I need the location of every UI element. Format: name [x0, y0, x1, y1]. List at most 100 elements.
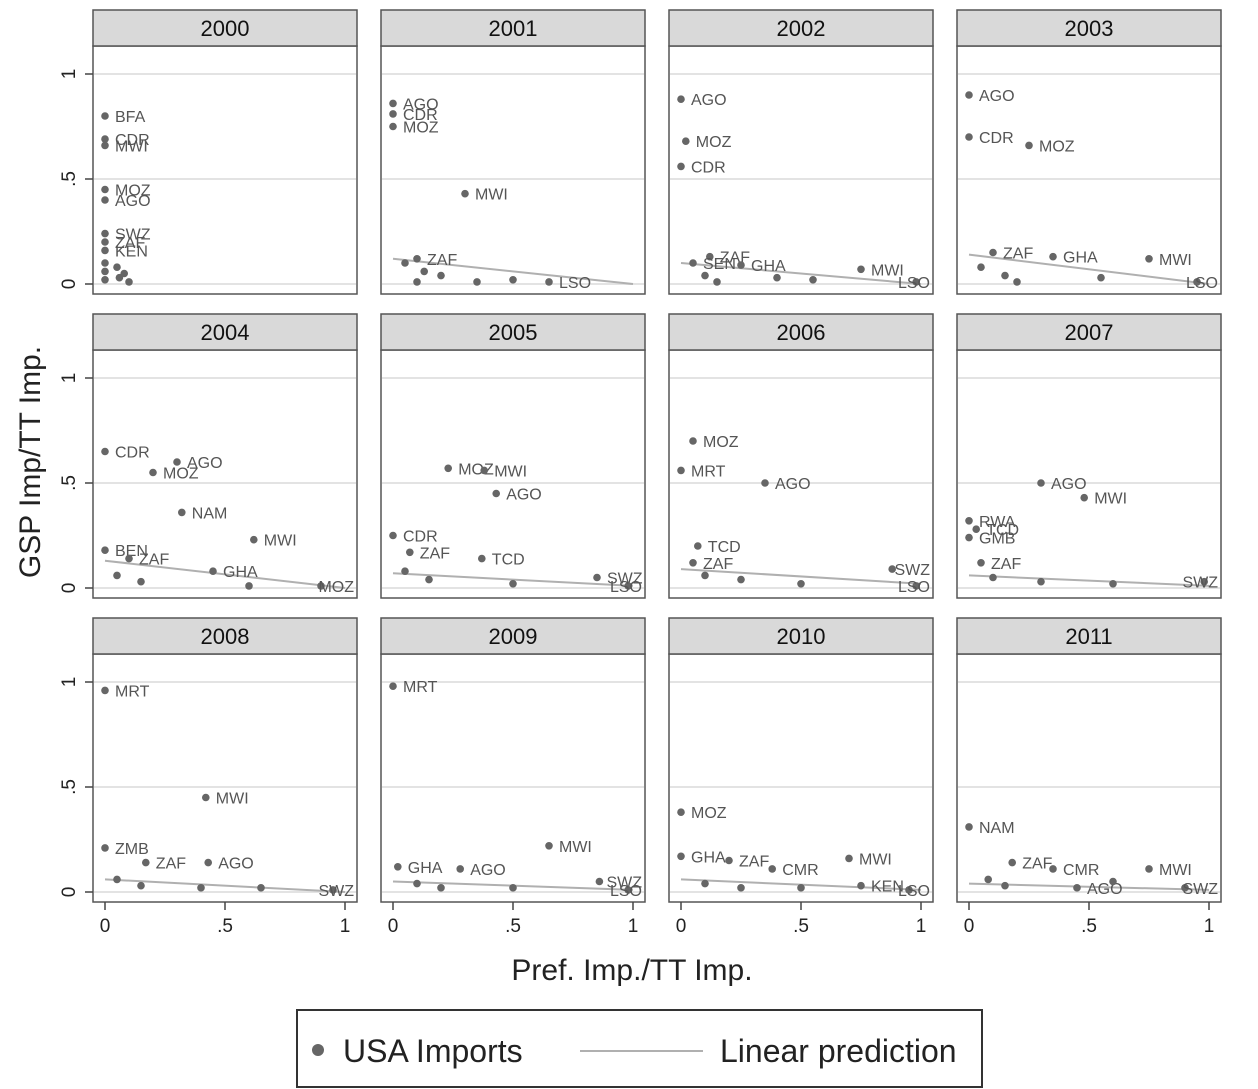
- data-point: [1037, 577, 1045, 586]
- data-point: [202, 793, 210, 802]
- data-point: [137, 881, 145, 890]
- data-point: [677, 95, 685, 103]
- point-label: SEN: [703, 256, 736, 273]
- data-point: [701, 879, 709, 888]
- data-point: [101, 141, 109, 150]
- fit-line: [968, 882, 1210, 891]
- x-tick-label: 0: [964, 916, 975, 937]
- panel-strip: [956, 313, 1222, 351]
- y-tick-label: .5: [59, 171, 80, 187]
- x-tick-label: .5: [1081, 916, 1097, 937]
- point-label: CMR: [1063, 862, 1099, 879]
- data-point: [113, 571, 121, 580]
- data-point: [101, 246, 109, 255]
- data-point: [101, 229, 109, 238]
- data-point: [125, 554, 133, 563]
- panel-2003: 2003 AGO CDR MOZ ZAF GHA MWI LSO: [956, 9, 1222, 295]
- x-axis-title: Pref. Imp./TT Imp.: [511, 954, 752, 987]
- data-point: [137, 577, 145, 586]
- x-tick-label: .5: [793, 916, 809, 937]
- data-point: [677, 162, 685, 171]
- panel-title: 2006: [777, 320, 826, 345]
- point-label: MOZ: [403, 120, 439, 137]
- data-point: [857, 265, 865, 274]
- data-point: [101, 185, 109, 194]
- data-point: [329, 886, 337, 894]
- data-point: [1001, 881, 1009, 890]
- data-point: [1193, 278, 1201, 286]
- point-label: RWA: [979, 514, 1016, 531]
- data-point: [101, 259, 109, 267]
- data-point: [1109, 580, 1117, 588]
- legend-marker-icon: [312, 1044, 324, 1056]
- data-point: [1181, 884, 1189, 892]
- panel-strip: [956, 9, 1222, 47]
- point-label: GHA: [223, 564, 258, 581]
- point-label: MRT: [115, 683, 150, 700]
- data-point: [406, 548, 414, 557]
- point-label: LSO: [898, 579, 930, 596]
- point-label: CDR: [691, 159, 726, 176]
- data-point: [768, 865, 776, 873]
- data-point: [737, 575, 745, 584]
- data-point: [725, 856, 733, 865]
- data-point: [204, 858, 212, 867]
- data-point: [101, 844, 109, 852]
- x-tick-label: 1: [916, 916, 927, 937]
- point-label: LSO: [559, 275, 591, 292]
- plot-area: [956, 349, 1222, 599]
- data-point: [965, 533, 973, 542]
- data-point: [209, 567, 217, 575]
- data-point: [694, 542, 702, 550]
- point-label: MWI: [1159, 252, 1192, 269]
- panel-title: 2007: [1065, 320, 1114, 345]
- panel-title: 2001: [489, 16, 538, 41]
- point-label: MWI: [475, 187, 508, 204]
- data-point: [1013, 278, 1021, 286]
- point-label: SWZ: [894, 562, 930, 579]
- legend-box: [296, 1009, 983, 1088]
- data-point: [845, 854, 853, 863]
- data-point: [1097, 273, 1105, 282]
- point-label: ZMB: [115, 841, 149, 858]
- data-point: [989, 573, 997, 582]
- panel-strip: [668, 617, 934, 655]
- y-tick-label: .5: [59, 475, 80, 491]
- point-label: ZAF: [427, 252, 457, 269]
- data-point: [1073, 884, 1081, 892]
- point-label: SWZ: [1182, 575, 1218, 592]
- point-label: CDR: [979, 130, 1014, 147]
- point-label: ZAF: [991, 556, 1021, 573]
- point-label: CMR: [782, 862, 818, 879]
- fit-line: [392, 257, 634, 285]
- fit-line: [968, 574, 1210, 587]
- x-tick-label: 1: [628, 916, 639, 937]
- point-label: GHA: [751, 258, 786, 275]
- data-point: [317, 582, 325, 590]
- point-label: AGO: [775, 476, 811, 493]
- data-point: [737, 261, 745, 269]
- point-label: TCD: [492, 552, 525, 569]
- data-point: [394, 863, 402, 871]
- point-label: SWZ: [115, 227, 151, 244]
- data-point: [113, 263, 121, 272]
- point-label: GHA: [1063, 250, 1098, 267]
- panel-title: 2011: [1065, 624, 1112, 649]
- point-label: MWI: [559, 839, 592, 856]
- point-label: TCD: [986, 522, 1019, 539]
- point-label: SWZ: [606, 875, 642, 892]
- data-point: [624, 582, 632, 590]
- point-label: AGO: [403, 96, 439, 113]
- data-point: [120, 269, 128, 278]
- point-label: SWZ: [607, 571, 643, 588]
- point-label: MOZ: [163, 466, 199, 483]
- panel-strip: [380, 9, 646, 47]
- data-point: [413, 254, 421, 263]
- panel-strip: [956, 617, 1222, 655]
- data-point: [857, 881, 865, 890]
